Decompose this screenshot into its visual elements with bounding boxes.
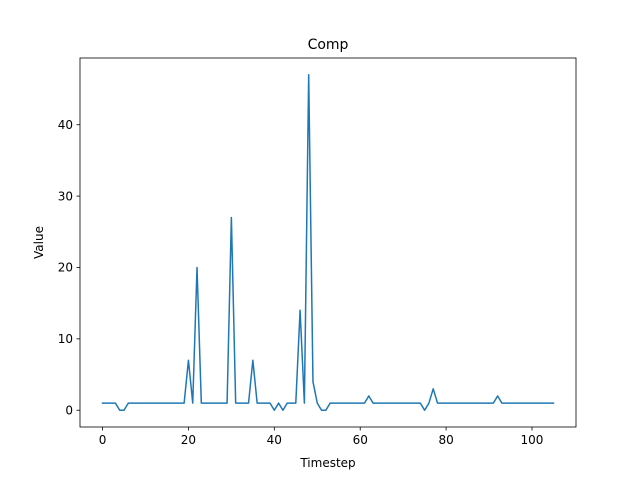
- y-tick-label: 0: [65, 403, 73, 417]
- series-line: [101, 74, 555, 411]
- y-tick-label: 40: [58, 118, 73, 132]
- x-tick-label: 0: [99, 433, 107, 447]
- y-tick-label: 30: [58, 189, 73, 203]
- x-tick-label: 100: [521, 433, 544, 447]
- plot-frame: [79, 57, 577, 428]
- plot-area: [80, 58, 576, 427]
- axes-layer: 0 20 40 60 80 100 0 10 20 30 40: [58, 118, 544, 447]
- x-tick-label: 80: [438, 433, 453, 447]
- y-tick-label: 10: [58, 332, 73, 346]
- x-axis-label: Timestep: [299, 456, 355, 470]
- data-layer: [101, 74, 555, 411]
- chart-title: Comp: [308, 37, 349, 53]
- y-tick-label: 20: [58, 261, 73, 275]
- x-tick-label: 20: [181, 433, 196, 447]
- x-tick-label: 40: [267, 433, 282, 447]
- y-axis-label: Value: [32, 226, 46, 259]
- x-tick-label: 60: [353, 433, 368, 447]
